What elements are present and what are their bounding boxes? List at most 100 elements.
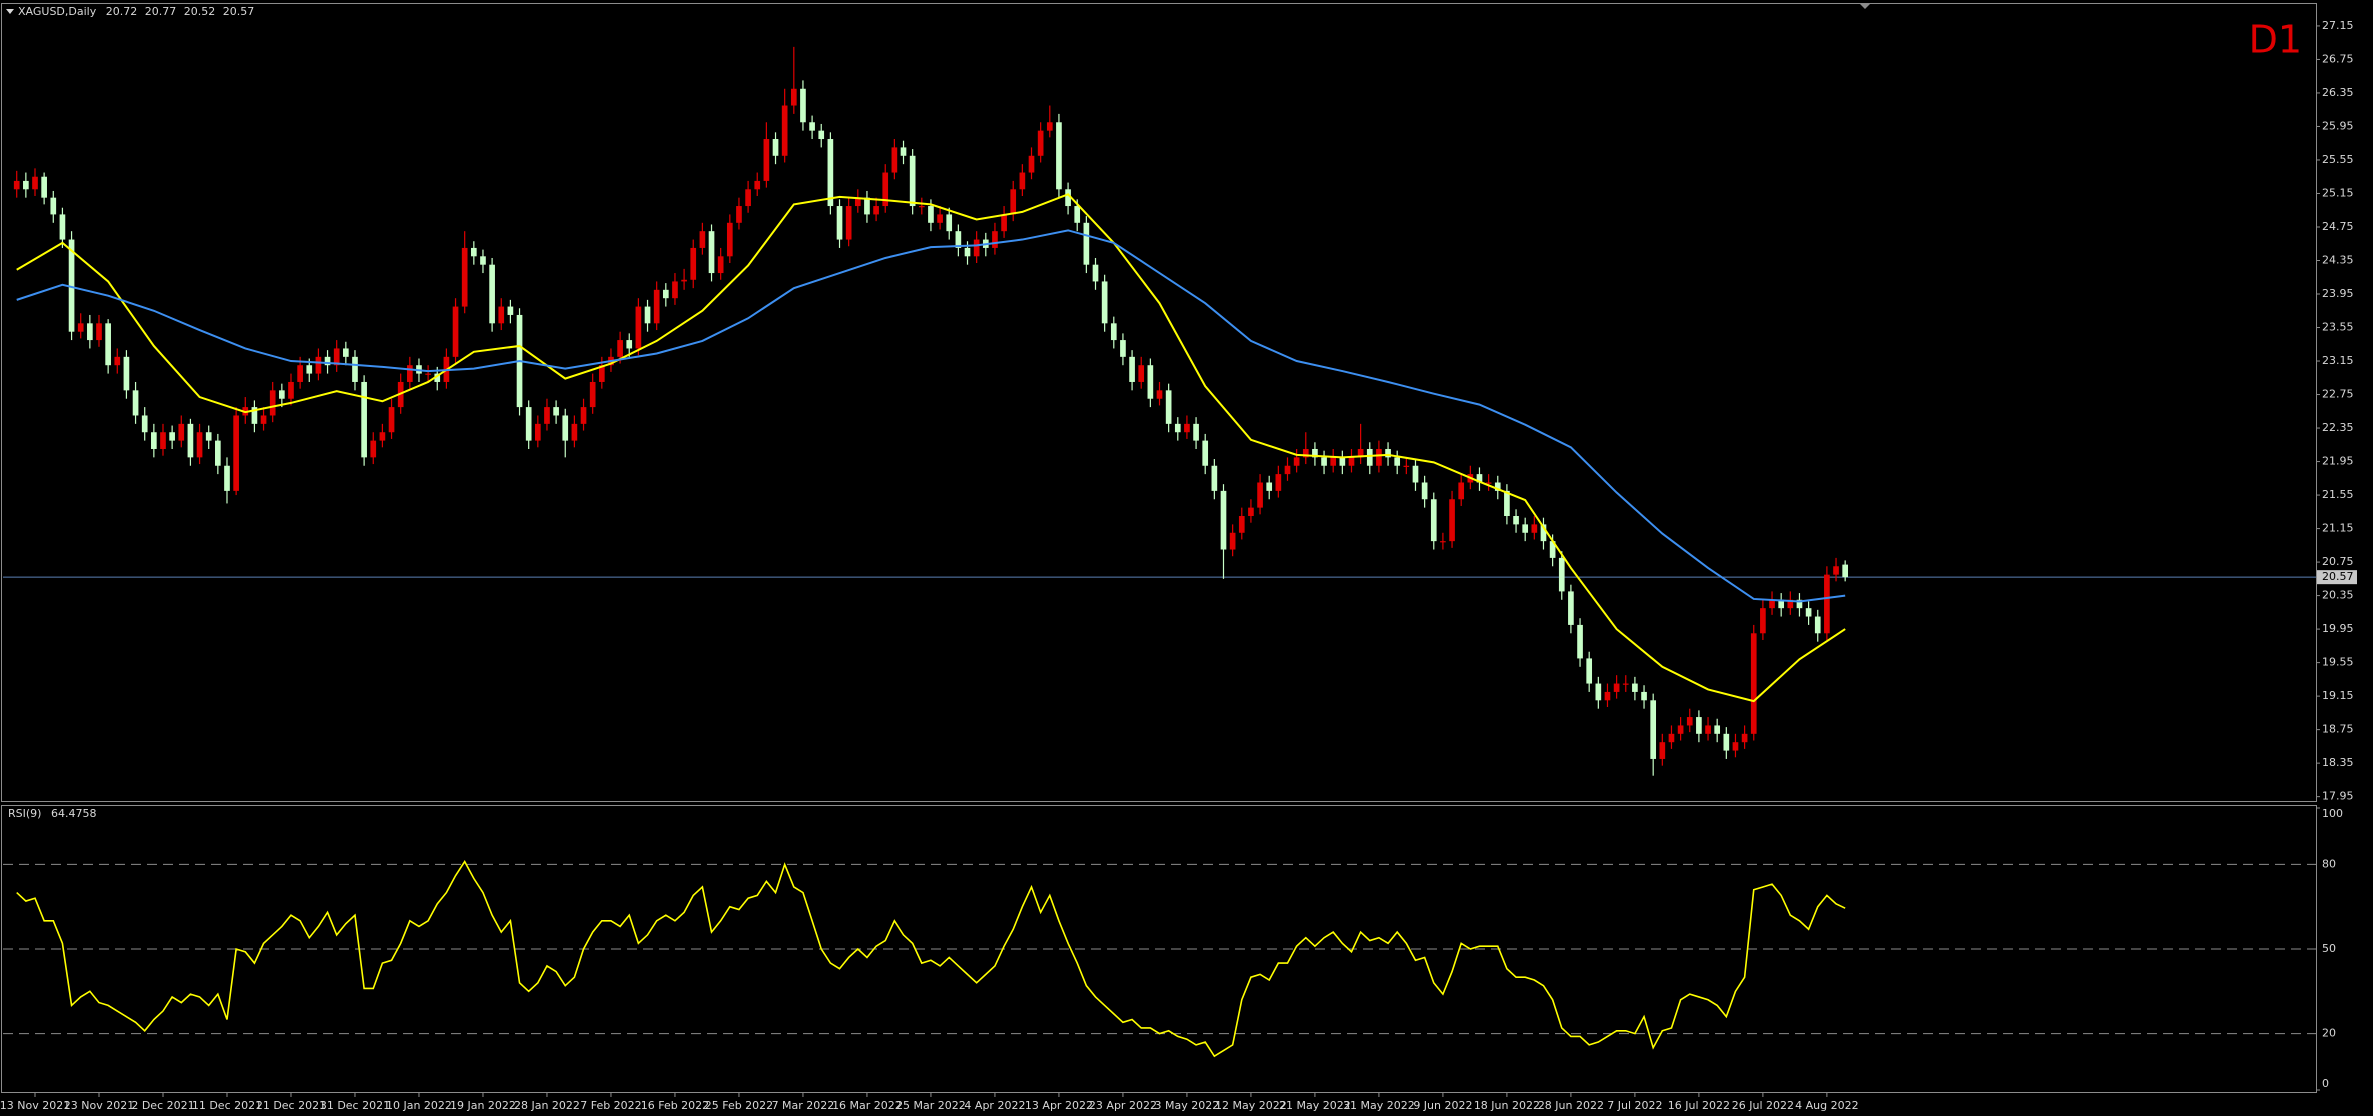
current-price-box bbox=[2317, 570, 2357, 585]
candle-body bbox=[973, 239, 980, 257]
candle-body bbox=[534, 423, 541, 441]
candle-body bbox=[114, 356, 121, 366]
candle-body bbox=[1010, 189, 1017, 215]
candle-body bbox=[1540, 524, 1547, 542]
candle-body bbox=[1824, 574, 1830, 634]
candle-body bbox=[461, 247, 468, 307]
x-tick-label: 7 Feb 2022 bbox=[580, 1099, 641, 1112]
x-tick-label: 13 Nov 2021 bbox=[0, 1099, 70, 1112]
candle-body bbox=[224, 465, 230, 491]
candle-body bbox=[946, 214, 953, 232]
candle-body bbox=[781, 105, 788, 156]
x-tick-label: 28 Jan 2022 bbox=[514, 1099, 580, 1112]
candle-body bbox=[672, 281, 678, 299]
candle-body bbox=[123, 356, 130, 391]
candle-body bbox=[1604, 691, 1611, 701]
x-tick-label: 10 Jan 2022 bbox=[386, 1099, 452, 1112]
candle-body bbox=[845, 206, 852, 240]
candle-body bbox=[315, 356, 322, 374]
candle-body bbox=[68, 239, 75, 332]
candle-body bbox=[1147, 365, 1154, 399]
candle-body bbox=[1238, 516, 1245, 533]
candle-body bbox=[141, 415, 148, 433]
candle-body bbox=[1723, 733, 1730, 751]
y-tick-label: 18.35 bbox=[2322, 756, 2354, 769]
rsi-header: RSI(9) 64.4758 bbox=[8, 807, 96, 820]
y-tick-label: 18.75 bbox=[2322, 723, 2354, 736]
candle-body bbox=[1696, 717, 1702, 734]
candle-body bbox=[617, 340, 623, 357]
candle-body bbox=[854, 197, 861, 207]
y-tick-label: 26.75 bbox=[2322, 52, 2354, 65]
candle-body bbox=[1120, 340, 1126, 357]
candle-body bbox=[1705, 725, 1711, 734]
candle-body bbox=[77, 323, 84, 332]
candle-body bbox=[1485, 482, 1492, 484]
candle-body bbox=[1531, 524, 1538, 533]
x-tick-label: 23 Nov 2021 bbox=[64, 1099, 134, 1112]
candle-body bbox=[87, 323, 93, 341]
candle-body bbox=[571, 423, 578, 441]
candle-body bbox=[388, 407, 395, 433]
candle-body bbox=[59, 214, 66, 240]
y-tick-label: 23.55 bbox=[2322, 321, 2354, 334]
candle-body bbox=[1769, 599, 1775, 609]
candle-body bbox=[1293, 457, 1300, 466]
y-tick-label: 21.15 bbox=[2322, 522, 2354, 535]
candle-body bbox=[215, 440, 221, 466]
price-panel bbox=[1, 3, 2317, 802]
y-tick-label: 27.15 bbox=[2322, 19, 2354, 32]
rsi-panel bbox=[1, 805, 2317, 1093]
rsi-y-tick-label: 0 bbox=[2322, 1077, 2329, 1090]
y-tick-label: 24.35 bbox=[2322, 253, 2354, 266]
x-tick-label: 26 Jul 2022 bbox=[1732, 1099, 1794, 1112]
candle-body bbox=[1504, 490, 1510, 517]
candle-body bbox=[324, 356, 331, 366]
candle-body bbox=[1174, 423, 1181, 433]
candle-body bbox=[343, 348, 349, 357]
y-tick-label: 24.75 bbox=[2322, 220, 2354, 233]
x-tick-label: 31 May 2022 bbox=[1343, 1099, 1415, 1112]
candle-body bbox=[1586, 658, 1593, 684]
candle-body bbox=[928, 206, 934, 223]
candle-body bbox=[754, 180, 761, 190]
rsi-value: 64.4758 bbox=[51, 807, 97, 820]
x-tick-label: 23 Apr 2022 bbox=[1089, 1099, 1157, 1112]
candle-body bbox=[1403, 465, 1410, 467]
y-tick-label: 21.95 bbox=[2322, 455, 2354, 468]
candle-body bbox=[1513, 516, 1519, 525]
candle-body bbox=[279, 390, 285, 399]
candle-body bbox=[1019, 172, 1026, 190]
candle-body bbox=[745, 189, 751, 207]
y-tick-label: 25.95 bbox=[2322, 119, 2354, 132]
candle-body bbox=[1101, 281, 1108, 324]
candle-body bbox=[681, 279, 687, 282]
candle-body bbox=[1257, 482, 1263, 508]
candle-body bbox=[1083, 222, 1090, 265]
x-tick-label: 31 Dec 2021 bbox=[320, 1099, 390, 1112]
candle-body bbox=[1339, 457, 1346, 466]
candle-body bbox=[873, 206, 879, 215]
candle-body bbox=[1348, 457, 1355, 466]
candle-body bbox=[1056, 122, 1062, 190]
candle-body bbox=[1449, 499, 1455, 542]
candle-body bbox=[489, 264, 495, 324]
low-value: 20.52 bbox=[184, 5, 216, 18]
candle-body bbox=[1714, 725, 1721, 734]
candle-body bbox=[13, 180, 20, 190]
candle-body bbox=[736, 206, 742, 223]
candle-body bbox=[1110, 323, 1117, 341]
rsi-y-tick-label: 100 bbox=[2322, 807, 2343, 820]
candle-body bbox=[23, 180, 29, 190]
candle-body bbox=[1321, 457, 1327, 466]
x-tick-label: 13 Apr 2022 bbox=[1025, 1099, 1093, 1112]
candle-body bbox=[589, 381, 596, 408]
candle-body bbox=[644, 306, 651, 324]
menu-arrow[interactable] bbox=[6, 9, 14, 14]
y-tick-label: 23.15 bbox=[2322, 354, 2354, 367]
candle-body bbox=[1732, 742, 1739, 751]
candle-body bbox=[1357, 448, 1364, 458]
candle-body bbox=[425, 373, 431, 375]
candle-body bbox=[470, 247, 477, 257]
